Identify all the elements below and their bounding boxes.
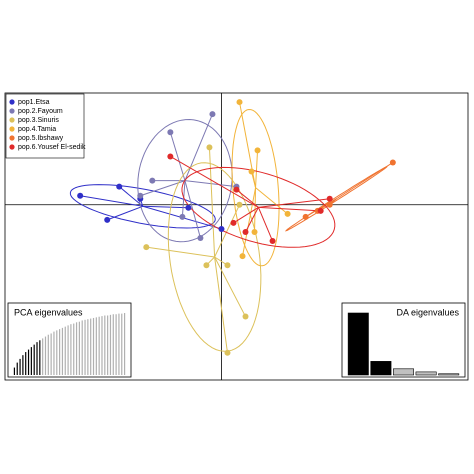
inset-title: PCA eigenvalues — [14, 307, 83, 317]
centroid-link — [107, 205, 143, 221]
legend-swatch — [9, 99, 15, 105]
centroid-link — [245, 207, 259, 233]
centroid-link — [305, 198, 337, 218]
eigen-bar — [370, 361, 392, 376]
centroid-link — [258, 198, 330, 208]
centroid-link — [255, 150, 259, 188]
point — [203, 262, 210, 269]
centroid-link — [214, 256, 246, 317]
point — [236, 201, 243, 208]
centroid-link — [214, 256, 228, 353]
legend-swatch — [9, 108, 15, 114]
centroid-link — [184, 180, 201, 239]
legend-label: pop1.Etsa — [18, 99, 50, 106]
point — [239, 253, 246, 260]
point — [224, 349, 231, 356]
legend-label: pop.6.Yousef El-sedik — [18, 144, 86, 151]
legend-label: pop.3.Sinuris — [18, 117, 59, 124]
centroid-link — [184, 113, 213, 181]
point — [389, 159, 396, 166]
point — [77, 192, 84, 199]
point — [209, 111, 216, 118]
point — [167, 129, 174, 136]
centroid-link — [239, 101, 257, 188]
legend-label: pop.2.Fayoum — [18, 108, 63, 115]
point — [137, 192, 144, 199]
point — [269, 238, 276, 245]
inset-title: DA eigenvalues — [396, 307, 459, 317]
point — [233, 186, 240, 193]
centroid-link — [257, 207, 274, 242]
centroid-link — [169, 132, 186, 181]
point — [254, 147, 261, 154]
centroid-link — [80, 195, 143, 207]
point — [197, 235, 204, 242]
point — [185, 204, 192, 211]
centroid-link — [170, 156, 259, 208]
point — [317, 207, 324, 214]
eigen-bar — [347, 312, 369, 376]
centroid-link — [214, 204, 240, 258]
centroid-link — [142, 205, 189, 209]
point — [116, 183, 123, 190]
point — [230, 219, 237, 226]
point — [224, 262, 231, 269]
point — [143, 244, 150, 251]
centroid-link — [255, 187, 288, 215]
point — [248, 168, 255, 175]
centroid-link — [242, 187, 257, 257]
point — [149, 177, 156, 184]
legend-label: pop.5.Ibshawy — [18, 135, 64, 142]
eigen-bar — [415, 371, 437, 376]
point — [302, 213, 309, 220]
centroid-link — [181, 180, 186, 217]
point — [326, 201, 333, 208]
point — [179, 213, 186, 220]
legend-swatch — [9, 117, 15, 123]
point — [326, 195, 333, 202]
point — [242, 228, 249, 235]
legend-swatch — [9, 144, 15, 150]
centroid-link — [146, 246, 215, 258]
point — [236, 99, 243, 106]
centroid-link — [118, 186, 144, 207]
point — [206, 144, 213, 151]
centroid-link — [258, 206, 321, 212]
legend-swatch — [9, 135, 15, 141]
centroid-link — [208, 147, 216, 258]
group-ellipse — [69, 184, 216, 229]
point — [104, 216, 111, 223]
point — [242, 313, 249, 320]
plot-frame — [4, 92, 469, 381]
centroid-link — [236, 189, 259, 208]
point — [167, 153, 174, 160]
point — [218, 225, 225, 232]
point — [251, 228, 258, 235]
group-ellipse — [181, 166, 336, 248]
legend-box — [5, 93, 85, 159]
eigen-bar — [393, 368, 414, 376]
group-ellipse — [285, 166, 388, 232]
legend-swatch — [9, 126, 15, 132]
legend-label: pop.4.Tamia — [18, 126, 56, 133]
centroid-link — [336, 162, 394, 200]
centroid-link — [233, 206, 259, 224]
eigen-bar — [438, 373, 460, 376]
point — [284, 210, 291, 217]
centroid-link — [140, 180, 186, 197]
group-ellipse — [137, 118, 233, 243]
group-ellipse — [231, 108, 280, 267]
